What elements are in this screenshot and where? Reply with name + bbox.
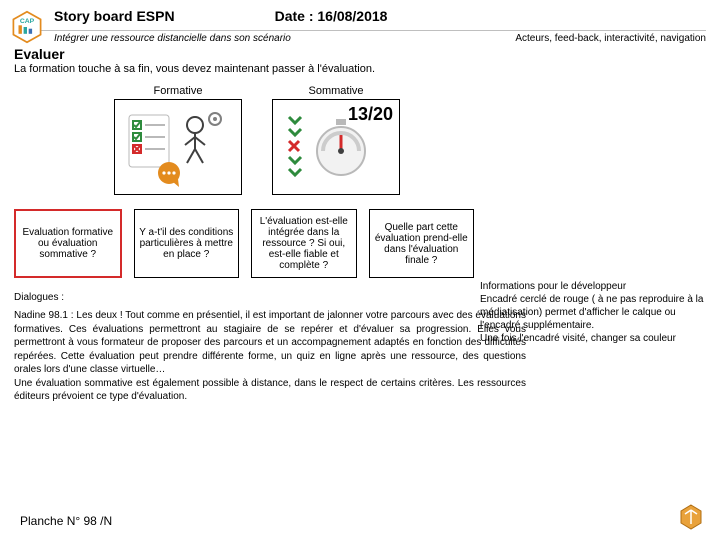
developer-note: Informations pour le développeur Encadré… <box>480 280 710 345</box>
formative-box <box>114 99 242 195</box>
question-box-3: L'évaluation est-elle intégrée dans la r… <box>251 209 357 278</box>
doc-date: Date : 16/08/2018 <box>275 8 388 24</box>
formative-illustration-icon <box>123 107 233 187</box>
question-box-2: Y a-t'il des conditions particulières à … <box>134 209 240 278</box>
top-rule <box>14 30 706 31</box>
svg-text:CAP: CAP <box>20 18 35 25</box>
cap-logo: CAP <box>10 10 44 44</box>
actors-note: Acteurs, feed-back, interactivité, navig… <box>515 33 706 44</box>
sommative-box: 13/20 <box>272 99 400 195</box>
doc-title: Story board ESPN <box>54 8 175 24</box>
sommative-label: Sommative <box>272 85 400 97</box>
scenario-subtitle: Intégrer une ressource distancielle dans… <box>14 33 291 44</box>
question-box-1: Evaluation formative ou évaluation somma… <box>14 209 122 278</box>
question-box-4: Quelle part cette évaluation prend-elle … <box>369 209 475 278</box>
page-hexagon-icon <box>680 504 702 530</box>
section-title: Evaluer <box>14 46 706 62</box>
planche-footer: Planche N° 98 /N <box>20 514 112 528</box>
section-intro: La formation touche à sa fin, vous devez… <box>14 63 706 75</box>
score-value: 13/20 <box>348 104 393 125</box>
formative-label: Formative <box>114 85 242 97</box>
